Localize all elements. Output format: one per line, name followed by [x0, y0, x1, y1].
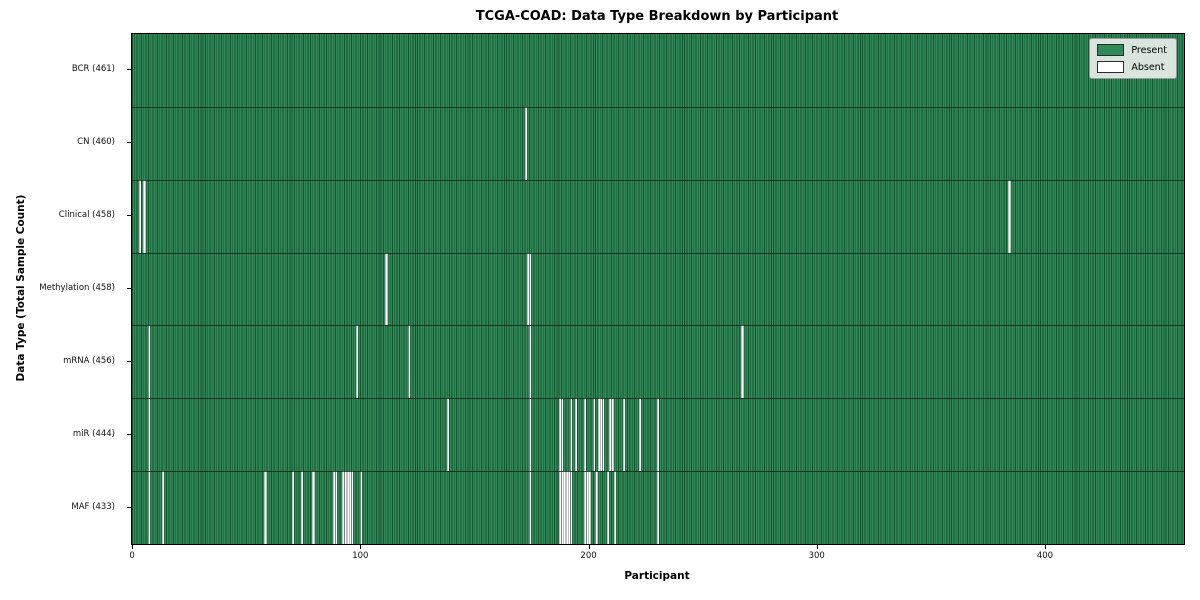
ytick-mark — [127, 69, 131, 71]
xtick-mark — [588, 545, 590, 549]
absent-stripe — [741, 325, 744, 399]
ytick-label-cn: CN (460) — [77, 137, 115, 148]
xtick-label-400: 400 — [1036, 551, 1054, 561]
absent-stripe — [360, 471, 363, 544]
absent-stripe — [613, 471, 616, 544]
absent-stripe — [351, 471, 354, 544]
ytick-mark — [127, 433, 131, 435]
absent-stripe — [602, 398, 605, 472]
legend-item-present: Present — [1097, 44, 1167, 56]
absent-stripe — [138, 179, 142, 253]
absent-stripe — [611, 398, 614, 472]
absent-stripe — [335, 471, 338, 544]
absent-stripe — [638, 398, 641, 472]
absent-stripe — [446, 398, 450, 472]
chart-title: TCGA-COAD: Data Type Breakdown by Partic… — [475, 9, 839, 24]
legend-label-absent: Absent — [1131, 61, 1165, 73]
absent-stripe — [143, 179, 146, 253]
absent-stripe — [524, 106, 527, 180]
xtick-mark — [1044, 545, 1046, 549]
absent-stripe — [291, 471, 295, 544]
absent-stripe — [529, 252, 532, 326]
absent-stripe — [161, 471, 164, 544]
ytick-label-clinical: Clinical (458) — [58, 210, 115, 221]
xtick-label-200: 200 — [580, 551, 597, 561]
row-separator — [132, 471, 1184, 473]
xtick-mark — [360, 545, 362, 549]
xtick-label-0: 0 — [129, 551, 135, 561]
absent-stripe — [355, 325, 358, 399]
absent-stripe — [588, 471, 591, 544]
ytick-label-mir: miR (444) — [72, 428, 115, 439]
absent-stripe — [529, 471, 532, 544]
absent-stripe — [595, 471, 598, 544]
ytick-mark — [127, 215, 131, 217]
xtick-label-100: 100 — [352, 551, 369, 561]
absent-stripe — [147, 325, 151, 399]
absent-stripe — [529, 398, 532, 472]
absent-stripe — [408, 325, 411, 399]
row-separator — [132, 252, 1184, 254]
absent-stripe — [385, 252, 388, 326]
absent-stripe — [574, 398, 577, 472]
absent-stripe — [561, 398, 564, 472]
legend-label-present: Present — [1131, 44, 1167, 56]
legend-item-absent: Absent — [1097, 61, 1167, 73]
row-separator — [132, 325, 1184, 327]
absent-stripe — [606, 471, 609, 544]
legend: Present Absent — [1089, 38, 1177, 79]
row-separator — [132, 106, 1184, 108]
ytick-mark — [127, 288, 131, 289]
absent-stripe — [529, 325, 532, 399]
ytick-mark — [127, 142, 131, 144]
absent-stripe — [300, 471, 304, 544]
ytick-label-maf: MAF (433) — [71, 501, 115, 512]
row-separator — [132, 398, 1184, 400]
xtick-label-300: 300 — [808, 551, 825, 561]
plot-area: Present Absent — [131, 33, 1185, 545]
row-separator — [132, 179, 1184, 181]
ytick-mark — [127, 360, 131, 362]
absent-stripe — [570, 398, 573, 472]
ytick-mark — [127, 506, 131, 508]
absent-stripe — [147, 398, 151, 472]
absent-stripe — [312, 471, 315, 544]
absent-stripe — [656, 398, 660, 472]
x-axis-label: Participant — [624, 570, 690, 582]
absent-stripe — [147, 471, 151, 544]
absent-stripe — [1008, 179, 1011, 253]
absent-stripe — [656, 471, 660, 544]
absent-swatch-icon — [1097, 61, 1125, 73]
absent-stripe — [570, 471, 573, 544]
y-axis-label: Data Type (Total Sample Count) — [15, 194, 27, 382]
ytick-label-mrna: mRNA (456) — [63, 355, 115, 366]
ytick-label-methylation: Methylation (458) — [39, 283, 115, 293]
xtick-mark — [132, 545, 134, 549]
xtick-mark — [816, 545, 818, 549]
absent-stripe — [264, 471, 267, 544]
present-swatch-icon — [1097, 44, 1125, 56]
absent-stripe — [583, 398, 587, 472]
absent-stripe — [622, 398, 625, 472]
ytick-label-bcr: BCR (461) — [71, 64, 115, 75]
absent-stripe — [592, 398, 596, 472]
